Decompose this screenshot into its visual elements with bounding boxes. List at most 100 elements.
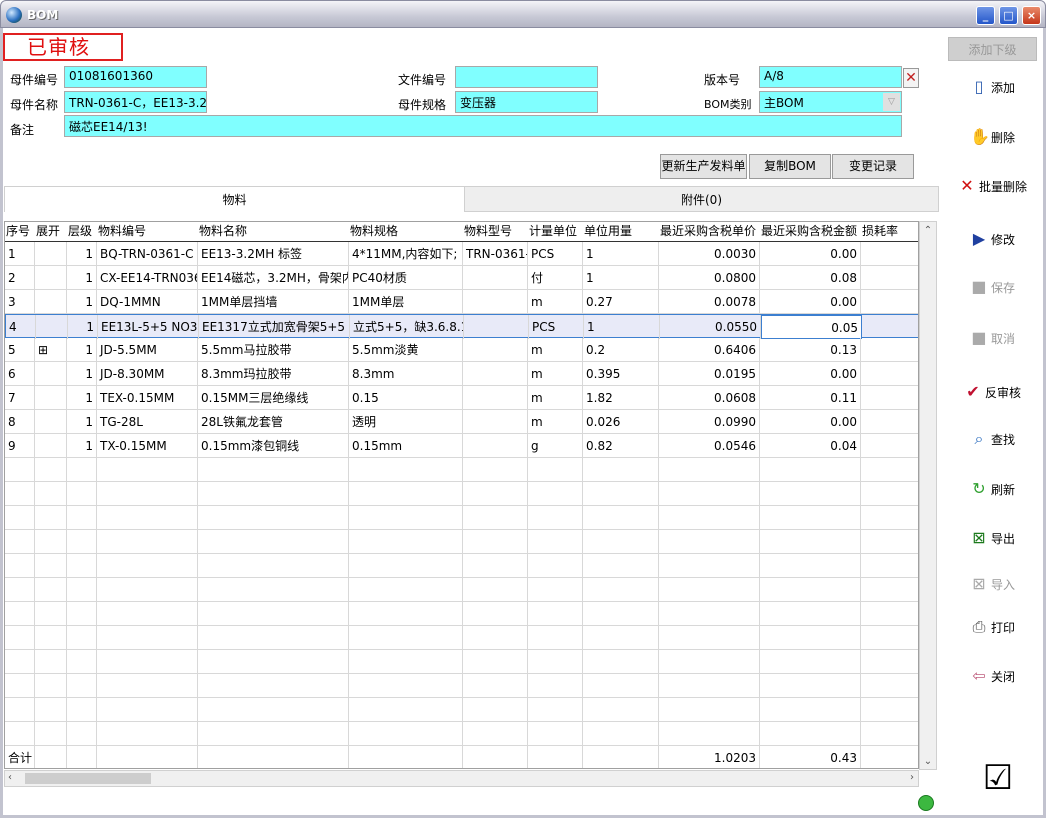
- remark-field[interactable]: 磁芯EE14/13!: [64, 115, 902, 137]
- empty-cell-8[interactable]: [583, 506, 659, 530]
- table-row[interactable]: 1 1 BQ-TRN-0361-C EE13-3.2MH 标签 4*11MM,内容如下;…: [5, 242, 918, 266]
- toolbar-button-exit-door[interactable]: ⇦ 关闭: [945, 661, 1040, 691]
- cell-3[interactable]: TX-0.15MM: [97, 434, 198, 458]
- cell-3[interactable]: JD-8.30MM: [97, 362, 198, 386]
- cell-8[interactable]: 0.27: [583, 290, 659, 314]
- empty-cell-10[interactable]: [760, 626, 861, 650]
- empty-cell-8[interactable]: [583, 458, 659, 482]
- empty-cell-2[interactable]: [67, 626, 97, 650]
- cell-11[interactable]: [861, 338, 918, 362]
- cell-7[interactable]: m: [528, 338, 583, 362]
- expand-toggle-icon[interactable]: [35, 434, 67, 458]
- empty-cell-0[interactable]: [5, 626, 35, 650]
- empty-cell-9[interactable]: [659, 506, 760, 530]
- empty-cell-3[interactable]: [97, 554, 198, 578]
- cell-9[interactable]: 0.6406: [659, 338, 760, 362]
- cell-10[interactable]: 0.13: [760, 338, 861, 362]
- empty-row[interactable]: [5, 530, 918, 554]
- empty-cell-11[interactable]: [861, 674, 918, 698]
- empty-cell-11[interactable]: [861, 554, 918, 578]
- empty-cell-10[interactable]: [760, 554, 861, 578]
- grid-header[interactable]: 序号 展开 层级 物料编号 物料名称 物料规格 物料型号 计量单位 单位用量 最近采购含税单价 最近…: [5, 222, 918, 242]
- cell-9[interactable]: 0.0990: [659, 410, 760, 434]
- cell-0[interactable]: 7: [5, 386, 35, 410]
- cell-7[interactable]: PCS: [528, 242, 583, 266]
- table-row[interactable]: 5 ⊞ 1 JD-5.5MM 5.5mm马拉胶带 5.5mm淡黄 m 0.2 0.6406 0.1…: [5, 338, 918, 362]
- empty-cell-6[interactable]: [463, 698, 528, 722]
- toolbar-button-red-x[interactable]: ✕ 批量删除: [945, 171, 1040, 201]
- clear-tool-icon[interactable]: ✕: [903, 68, 919, 88]
- empty-cell-2[interactable]: [67, 530, 97, 554]
- empty-cell-9[interactable]: [659, 458, 760, 482]
- cell-8[interactable]: 1: [583, 242, 659, 266]
- toolbar-button-excel-import[interactable]: ⊠ 导入: [945, 569, 1040, 599]
- empty-cell-10[interactable]: [760, 602, 861, 626]
- empty-cell-5[interactable]: [349, 578, 463, 602]
- empty-cell-6[interactable]: [463, 722, 528, 746]
- empty-cell-9[interactable]: [659, 602, 760, 626]
- table-row[interactable]: 6 1 JD-8.30MM 8.3mm玛拉胶带 8.3mm m 0.395 0.0195 0.0…: [5, 362, 918, 386]
- empty-cell-6[interactable]: [463, 578, 528, 602]
- toolbar-button-add-child[interactable]: 添加下级: [948, 37, 1037, 61]
- cell-11[interactable]: [861, 362, 918, 386]
- version-field[interactable]: A/8: [759, 66, 902, 88]
- chevron-down-icon[interactable]: ▽: [883, 93, 900, 111]
- empty-cell-3[interactable]: [97, 602, 198, 626]
- empty-cell-8[interactable]: [583, 530, 659, 554]
- cell-9[interactable]: 0.0546: [659, 434, 760, 458]
- cell-2[interactable]: 1: [68, 315, 98, 339]
- empty-cell-3[interactable]: [97, 482, 198, 506]
- empty-cell-4[interactable]: [198, 626, 349, 650]
- empty-cell-5[interactable]: [349, 506, 463, 530]
- empty-cell-9[interactable]: [659, 626, 760, 650]
- empty-cell-5[interactable]: [349, 674, 463, 698]
- cell-0[interactable]: 5: [5, 338, 35, 362]
- empty-row[interactable]: [5, 482, 918, 506]
- empty-cell-5[interactable]: [349, 722, 463, 746]
- scroll-right-icon[interactable]: ›: [910, 772, 914, 783]
- empty-cell-0[interactable]: [5, 458, 35, 482]
- empty-cell-10[interactable]: [760, 722, 861, 746]
- empty-cell-0[interactable]: [5, 674, 35, 698]
- empty-cell-3[interactable]: [97, 578, 198, 602]
- empty-cell-8[interactable]: [583, 578, 659, 602]
- cell-7[interactable]: m: [528, 290, 583, 314]
- empty-cell-2[interactable]: [67, 746, 97, 768]
- expand-toggle-icon[interactable]: [35, 386, 67, 410]
- empty-cell-8[interactable]: [583, 746, 659, 768]
- cell-10[interactable]: 0.00: [760, 242, 861, 266]
- empty-cell-0[interactable]: [5, 578, 35, 602]
- cell-4[interactable]: 8.3mm玛拉胶带: [198, 362, 349, 386]
- empty-cell-8[interactable]: [583, 626, 659, 650]
- empty-cell-1[interactable]: [35, 698, 67, 722]
- cell-5[interactable]: 1MM单层: [349, 290, 463, 314]
- empty-cell-3[interactable]: [97, 626, 198, 650]
- parent-spec-field[interactable]: 变压器: [455, 91, 598, 113]
- empty-row[interactable]: [5, 626, 918, 650]
- expand-toggle-icon[interactable]: [35, 266, 67, 290]
- cell-4[interactable]: EE13-3.2MH 标签: [198, 242, 349, 266]
- cell-7[interactable]: m: [528, 362, 583, 386]
- empty-cell-11[interactable]: [861, 482, 918, 506]
- bom-type-select[interactable]: 主BOM ▽: [759, 91, 902, 113]
- maximize-button[interactable]: □: [999, 6, 1018, 25]
- empty-cell-0[interactable]: [5, 722, 35, 746]
- empty-cell-3[interactable]: [97, 650, 198, 674]
- cell-4[interactable]: 5.5mm马拉胶带: [198, 338, 349, 362]
- cell-5[interactable]: 0.15mm: [349, 434, 463, 458]
- cell-4[interactable]: EE14磁芯，3.2MH，骨架内: [198, 266, 349, 290]
- empty-cell-11[interactable]: [861, 530, 918, 554]
- cell-0[interactable]: 6: [5, 362, 35, 386]
- empty-cell-7[interactable]: [528, 482, 583, 506]
- expand-toggle-icon[interactable]: [35, 362, 67, 386]
- change-history-button[interactable]: 变更记录: [832, 154, 914, 179]
- total-row[interactable]: 合计 1.0203 0.43: [5, 746, 918, 768]
- cell-6[interactable]: [463, 386, 528, 410]
- empty-cell-4[interactable]: [198, 458, 349, 482]
- empty-cell-5[interactable]: [349, 530, 463, 554]
- empty-cell-0[interactable]: [5, 554, 35, 578]
- empty-cell-6[interactable]: [463, 458, 528, 482]
- empty-cell-1[interactable]: [35, 482, 67, 506]
- toolbar-button-refresh[interactable]: ↻ 刷新: [945, 474, 1040, 504]
- cell-5[interactable]: 5.5mm淡黄: [349, 338, 463, 362]
